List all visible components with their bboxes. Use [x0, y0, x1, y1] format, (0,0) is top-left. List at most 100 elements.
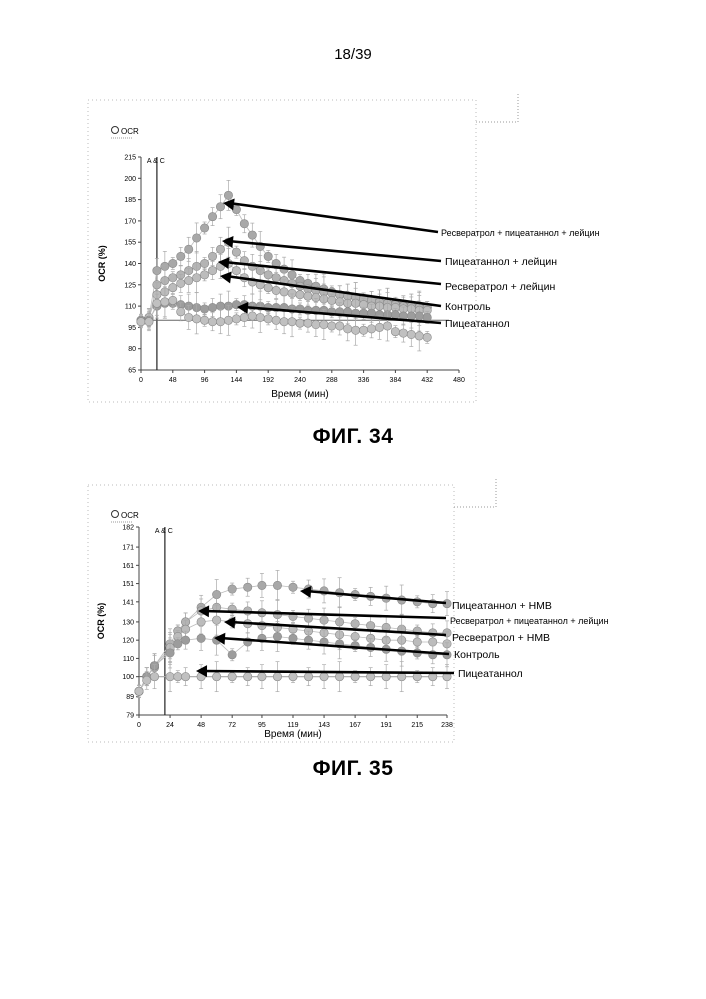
x-tick-label: 144 [231, 377, 243, 384]
y-tick-label: 125 [124, 282, 136, 289]
series-line [139, 637, 447, 692]
data-point [208, 266, 216, 274]
data-point [208, 252, 216, 260]
data-point [304, 672, 312, 680]
data-point [216, 203, 224, 211]
y-axis-label: OCR (%) [96, 603, 106, 640]
x-tick-label: 288 [326, 377, 338, 384]
data-point [391, 310, 399, 318]
data-point [169, 296, 177, 304]
chart-frame [88, 100, 476, 402]
annotation-label: Ресвератрол + пицеатаннол + лейцин [450, 616, 609, 626]
annotation-label: Пицеатаннол [458, 668, 523, 680]
data-point [208, 303, 216, 311]
data-point [375, 323, 383, 331]
annotation-label: Пицеатаннол [445, 318, 510, 330]
data-point [383, 322, 391, 330]
legend-marker [112, 127, 119, 134]
data-point [192, 274, 200, 282]
y-tick-label: 170 [124, 218, 136, 225]
y-tick-label: 140 [124, 261, 136, 268]
y-tick-label: 120 [122, 638, 134, 645]
data-point [145, 318, 153, 326]
data-point [200, 271, 208, 279]
y-tick-label: 110 [123, 656, 134, 663]
x-tick-label: 95 [258, 722, 266, 729]
x-tick-label: 48 [169, 377, 177, 384]
data-point [169, 283, 177, 291]
frame-shadow [476, 92, 518, 122]
data-point [150, 672, 158, 680]
data-point [208, 318, 216, 326]
annotation-label: Ресвератрол + пицеатаннол + лейцин [441, 228, 600, 238]
data-point [304, 319, 312, 327]
y-axis-label: OCR (%) [97, 245, 107, 282]
data-point [273, 672, 281, 680]
data-point [169, 274, 177, 282]
y-tick-label: 171 [122, 545, 134, 552]
data-point [216, 302, 224, 310]
y-tick-label: 182 [122, 525, 134, 532]
x-tick-label: 192 [262, 377, 274, 384]
data-point [174, 672, 182, 680]
data-point [399, 329, 407, 337]
data-point [200, 316, 208, 324]
data-point [312, 320, 320, 328]
x-tick-label: 384 [390, 377, 402, 384]
data-point [181, 672, 189, 680]
data-point [137, 318, 145, 326]
data-point [335, 672, 343, 680]
data-point [272, 286, 280, 294]
data-point [280, 288, 288, 296]
data-point [232, 266, 240, 274]
x-tick-label: 72 [228, 722, 236, 729]
data-point [296, 319, 304, 327]
legend-marker [112, 511, 119, 518]
legend-label: OCR [121, 511, 139, 520]
data-point [153, 299, 161, 307]
y-tick-label: 79 [126, 713, 134, 720]
data-point [289, 583, 297, 591]
y-tick-label: 89 [126, 694, 134, 701]
annotation-arrow [229, 203, 438, 232]
data-point [391, 327, 399, 335]
y-tick-label: 110 [125, 304, 136, 311]
data-point [224, 191, 232, 199]
data-point [415, 332, 423, 340]
injection-marker-label: A & C [147, 158, 165, 165]
data-point [240, 220, 248, 228]
data-point [216, 318, 224, 326]
x-tick-label: 48 [197, 722, 205, 729]
y-tick-label: 141 [122, 599, 134, 606]
data-point [248, 312, 256, 320]
y-tick-label: 161 [122, 563, 134, 570]
data-point [320, 320, 328, 328]
data-point [177, 279, 185, 287]
data-point [328, 322, 336, 330]
data-point [177, 252, 185, 260]
data-point [185, 313, 193, 321]
x-tick-label: 240 [294, 377, 306, 384]
data-point [423, 333, 431, 341]
figure-34-caption: ФИГ. 34 [0, 425, 706, 449]
data-point [256, 313, 264, 321]
data-point [280, 318, 288, 326]
annotation-label: Пицеатаннол + лейцин [445, 256, 557, 268]
annotation-label: Пицеатаннол + HMB [452, 600, 552, 612]
data-point [212, 616, 220, 624]
data-point [244, 672, 252, 680]
data-point [185, 245, 193, 253]
annotation-arrowhead [220, 272, 232, 284]
figure-35-caption: ФИГ. 35 [0, 757, 706, 781]
data-point [289, 672, 297, 680]
data-point [212, 672, 220, 680]
x-tick-label: 24 [166, 722, 174, 729]
y-tick-label: 200 [124, 176, 136, 183]
data-point [166, 672, 174, 680]
data-point [366, 621, 374, 629]
data-point [216, 245, 224, 253]
data-point [240, 313, 248, 321]
x-tick-label: 0 [137, 722, 141, 729]
data-point [264, 252, 272, 260]
